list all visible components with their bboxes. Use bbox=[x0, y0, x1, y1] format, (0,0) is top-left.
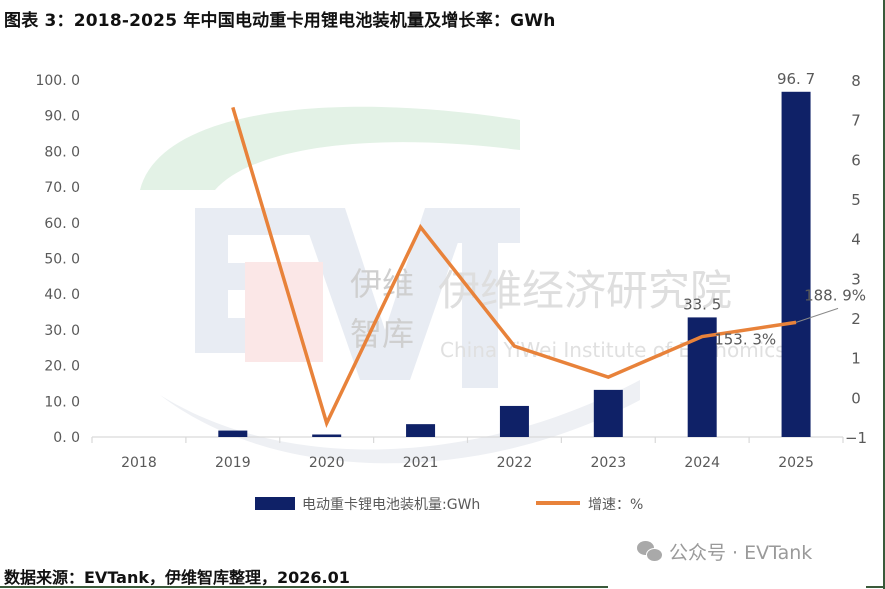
watermark-text: 智库 bbox=[350, 315, 414, 353]
x-axis-tick-label: 2018 bbox=[121, 455, 157, 471]
bar-2025 bbox=[781, 91, 811, 437]
left-axis-tick-label: 60. 0 bbox=[44, 216, 80, 232]
legend-bar-label: 电动重卡锂电池装机量:GWh bbox=[302, 497, 480, 513]
left-axis-tick-label: 40. 0 bbox=[44, 287, 80, 303]
wechat-account-label: 公众号 · EVTank bbox=[669, 542, 813, 564]
line-series bbox=[231, 106, 797, 428]
watermark-text: China YiWei Institute of Economics bbox=[440, 338, 786, 362]
left-axis-tick-label: 70. 0 bbox=[44, 180, 80, 196]
data-source-note: 数据来源：EVTank，伊维智库整理，2026.01 bbox=[4, 568, 350, 587]
watermark: 伊维 智库 伊维经济研究院 China YiWei Institute of E… bbox=[140, 106, 786, 464]
right-axis-tick-label: 1 bbox=[851, 350, 861, 368]
right-axis-tick-label: 8 bbox=[851, 72, 861, 90]
right-axis-tick-label: 0 bbox=[851, 389, 861, 407]
bar-data-label: 96. 7 bbox=[777, 70, 815, 88]
x-axis-tick-label: 2025 bbox=[778, 455, 814, 471]
combo-chart: 伊维 智库 伊维经济研究院 China YiWei Institute of E… bbox=[35, 70, 867, 513]
x-axis-tick-label: 2022 bbox=[497, 455, 533, 471]
x-axis-tick-label: 2024 bbox=[684, 455, 720, 471]
divider bbox=[866, 586, 885, 588]
right-axis-tick-label: 7 bbox=[851, 112, 861, 130]
left-axis-tick-label: 50. 0 bbox=[44, 252, 80, 268]
legend-bar-swatch bbox=[255, 497, 295, 510]
wechat-icon bbox=[637, 540, 663, 563]
legend-line-label: 增速：% bbox=[588, 497, 643, 513]
wechat-account-tag: 公众号 · EVTank bbox=[637, 538, 812, 565]
leader-line bbox=[795, 307, 839, 323]
data-labels: 33. 5 96. 7 153. 3% 188. 9% bbox=[683, 70, 866, 349]
left-axis-tick-label: 80. 0 bbox=[44, 144, 80, 160]
bar-2020 bbox=[312, 434, 342, 437]
x-axis-tick-label: 2020 bbox=[309, 455, 345, 471]
x-axis-tick-label: 2019 bbox=[215, 455, 251, 471]
x-axis-tick-label: 2021 bbox=[403, 455, 439, 471]
left-axis-tick-label: 20. 0 bbox=[44, 359, 80, 375]
bar-2021 bbox=[406, 424, 436, 437]
watermark-text: 伊维 bbox=[350, 265, 414, 303]
right-axis-tick-label: −1 bbox=[845, 429, 867, 447]
left-axis-tick-label: 10. 0 bbox=[44, 394, 80, 410]
left-axis-tick-label: 90. 0 bbox=[44, 109, 80, 125]
bar-2022 bbox=[499, 405, 529, 437]
chart-title: 图表 3：2018-2025 年中国电动重卡用锂电池装机量及增长率：GWh bbox=[4, 11, 556, 31]
growth-rate-line bbox=[231, 106, 797, 428]
x-axis: 2018 2019 2020 2021 2022 2023 2024 2025 bbox=[91, 436, 844, 471]
bar-2023 bbox=[593, 389, 623, 437]
bar-data-label: 33. 5 bbox=[683, 295, 721, 313]
divider bbox=[883, 0, 885, 589]
legend: 电动重卡锂电池装机量:GWh 增速：% bbox=[255, 497, 643, 513]
divider bbox=[0, 586, 608, 588]
chart-area: 伊维 智库 伊维经济研究院 China YiWei Institute of E… bbox=[0, 40, 885, 560]
bar-series bbox=[218, 91, 811, 437]
left-y-axis: 0. 0 10. 0 20. 0 30. 0 40. 0 50. 0 60. 0 70. 0 8… bbox=[35, 73, 80, 446]
right-axis-tick-label: 5 bbox=[851, 191, 861, 209]
right-axis-tick-label: 3 bbox=[851, 270, 861, 288]
right-axis-tick-label: 6 bbox=[851, 151, 861, 169]
x-axis-tick-label: 2023 bbox=[590, 455, 626, 471]
bar-2019 bbox=[218, 430, 248, 437]
left-axis-tick-label: 100. 0 bbox=[35, 73, 80, 89]
right-axis-tick-label: 4 bbox=[851, 231, 861, 249]
right-axis-tick-label: 2 bbox=[851, 310, 861, 328]
left-axis-tick-label: 0. 0 bbox=[53, 430, 80, 446]
watermark-text: 伊维经济研究院 bbox=[438, 266, 732, 315]
line-data-label: 188. 9% bbox=[804, 286, 866, 304]
line-data-label: 153. 3% bbox=[714, 331, 776, 349]
left-axis-tick-label: 30. 0 bbox=[44, 323, 80, 339]
right-y-axis: −1 0 1 2 3 4 5 6 7 8 bbox=[845, 72, 867, 447]
